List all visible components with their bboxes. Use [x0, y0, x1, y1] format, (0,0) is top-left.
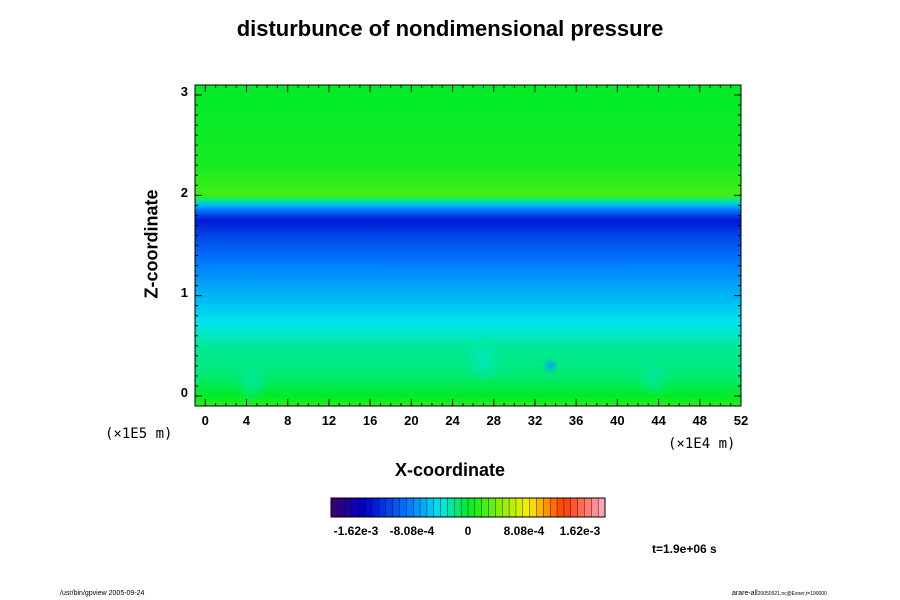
colorbar-swatch: [399, 497, 407, 518]
x-tick-label: 12: [321, 413, 337, 428]
colorbar-tick-label: -1.62e-3: [333, 524, 379, 538]
colorbar-swatch: [433, 497, 442, 518]
colorbar-swatch: [378, 497, 387, 518]
colorbar-tick-label: 8.08e-4: [503, 524, 545, 538]
colorbar-frame: [330, 497, 606, 518]
colorbar-swatch: [502, 497, 510, 518]
colorbar-swatch: [584, 497, 592, 518]
colorbar-swatch: [597, 497, 606, 518]
footer-source-main: arare-all: [732, 590, 758, 597]
colorbar-swatch: [351, 497, 359, 518]
x-tick-label: 52: [733, 413, 749, 428]
footer-source-sub: 20050921.nc@Exner,t=190000: [757, 591, 827, 597]
y-tick-label: 2: [180, 185, 188, 200]
colorbar-swatch: [419, 497, 428, 518]
colorbar-swatch: [413, 497, 421, 518]
x-axis-label: X-coordinate: [394, 460, 505, 480]
colorbar-swatch: [337, 497, 346, 518]
colorbar-swatch: [495, 497, 503, 518]
colorbar-swatch: [447, 497, 455, 518]
colorbar-swatch: [330, 497, 339, 518]
colorbar-swatch: [529, 497, 538, 518]
colorbar-swatch: [467, 497, 476, 518]
colorbar-swatch: [365, 497, 373, 518]
colorbar-swatch: [371, 497, 380, 518]
colorbar-swatch: [454, 497, 462, 518]
colorbar-swatch: [508, 497, 517, 518]
x-tick-label: 32: [527, 413, 543, 428]
colorbar-swatch: [515, 497, 524, 518]
colorbar-swatch: [385, 497, 394, 518]
colorbar-swatch: [474, 497, 483, 518]
colorbar-swatch: [570, 497, 579, 518]
colorbar-tick-label: -8.08e-4: [389, 524, 435, 538]
x-tick-label: 0: [201, 413, 209, 428]
colorbar-swatch: [440, 497, 448, 518]
colorbar-swatch: [550, 497, 558, 518]
colorbar-tick-label: 1.62e-3: [559, 524, 601, 538]
x-tick-label: 24: [445, 413, 460, 428]
x-tick-label: 36: [568, 413, 584, 428]
colorbar-swatch: [481, 497, 490, 518]
chart-title: disturbunce of nondimensional pressure: [236, 16, 664, 41]
x-tick-label: 48: [692, 413, 708, 428]
y-axis-label: Z-coordinate: [141, 189, 162, 299]
colorbar-swatch: [406, 497, 414, 518]
field-anomaly: [233, 358, 270, 403]
colorbar-swatch: [577, 497, 585, 518]
colorbar-swatch: [522, 497, 531, 518]
colorbar-swatch: [488, 497, 496, 518]
x-tick-label: 16: [362, 413, 378, 428]
minor-ticks: [195, 84, 742, 406]
x-tick-label: 8: [284, 413, 292, 428]
pressure-field: [195, 85, 741, 406]
colorbar-swatch: [556, 497, 565, 518]
x-tick-label: 28: [486, 413, 501, 428]
y-tick-label: 3: [180, 84, 188, 99]
colorbar-swatch: [426, 497, 435, 518]
colorbar-swatch: [543, 497, 551, 518]
footer-command: /usr/bin/gpview 2005-09-24: [60, 590, 145, 597]
colorbar-tick-label: 0: [464, 524, 472, 538]
field-anomaly: [465, 338, 502, 383]
x-unit-label: (×1E4 m): [668, 436, 736, 452]
y-tick-label: 0: [180, 385, 188, 400]
colorbar-swatch: [563, 497, 572, 518]
y-tick-label: 1: [180, 285, 188, 300]
colorbar-swatch: [392, 497, 400, 518]
colorbar: [330, 497, 606, 518]
x-tick-label: 4: [242, 413, 251, 428]
colorbar-swatch: [591, 497, 599, 518]
field-anomaly: [542, 357, 559, 374]
x-tick-label: 20: [404, 413, 419, 428]
colorbar-swatch: [344, 497, 353, 518]
footer-source: arare-all20050921.nc@Exner,t=190000: [732, 590, 827, 597]
y-unit-label: (×1E5 m): [105, 426, 173, 442]
colorbar-swatch: [536, 497, 544, 518]
time-label: t=1.9e+06 s: [652, 542, 717, 556]
colorbar-swatch: [460, 497, 469, 518]
x-tick-label: 40: [610, 413, 625, 428]
field-anomaly: [635, 353, 672, 398]
colorbar-swatch: [358, 497, 366, 518]
x-tick-label: 44: [651, 413, 666, 428]
